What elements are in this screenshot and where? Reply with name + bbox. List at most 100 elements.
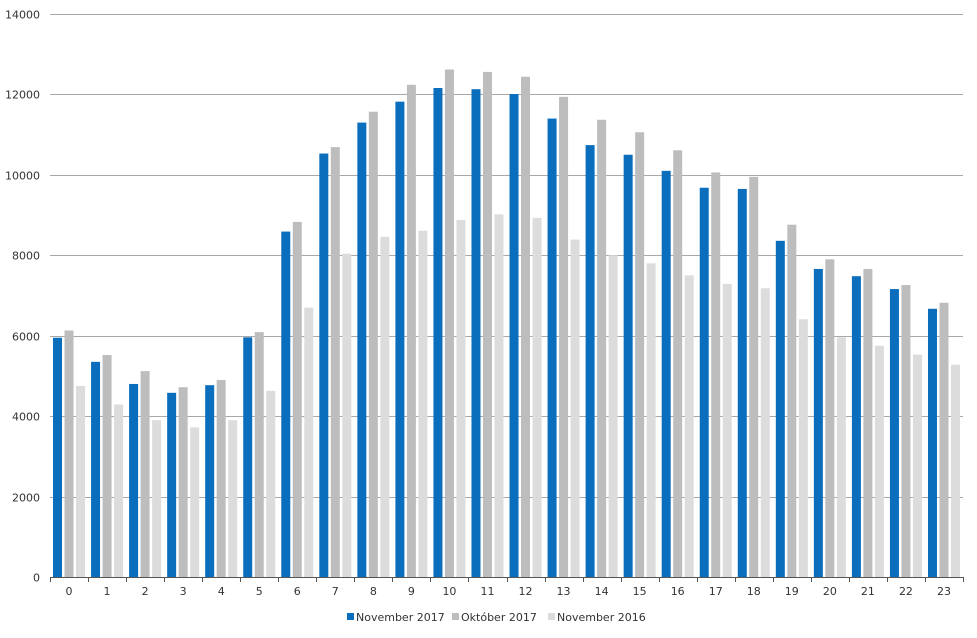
bar-október-2017-hour-12[interactable] bbox=[521, 76, 531, 577]
bar-október-2017-hour-20[interactable] bbox=[825, 259, 835, 577]
x-tick-label: 15 bbox=[633, 585, 647, 598]
legend-label: November 2017 bbox=[356, 611, 445, 624]
bar-október-2017-hour-2[interactable] bbox=[140, 371, 150, 577]
y-tick-label: 12000 bbox=[5, 89, 40, 102]
bar-november-2016-hour-1[interactable] bbox=[114, 404, 124, 577]
bar-november-2017-hour-19[interactable] bbox=[775, 240, 785, 577]
bar-november-2017-hour-6[interactable] bbox=[281, 231, 291, 577]
bar-november-2017-hour-0[interactable] bbox=[53, 337, 63, 577]
bar-november-2017-hour-16[interactable] bbox=[661, 170, 671, 577]
bar-október-2017-hour-18[interactable] bbox=[749, 176, 759, 577]
bar-november-2017-hour-1[interactable] bbox=[91, 361, 101, 577]
bar-október-2017-hour-6[interactable] bbox=[292, 221, 302, 577]
bar-november-2016-hour-14[interactable] bbox=[608, 255, 618, 578]
legend[interactable]: November 2017 Október 2017 November 2016 bbox=[347, 611, 646, 624]
bar-november-2016-hour-7[interactable] bbox=[342, 253, 352, 577]
y-tick-label: 2000 bbox=[12, 492, 40, 505]
bar-november-2016-hour-22[interactable] bbox=[912, 354, 922, 577]
bar-november-2016-hour-9[interactable] bbox=[418, 230, 428, 577]
bar-november-2016-hour-6[interactable] bbox=[304, 307, 314, 577]
bar-november-2017-hour-20[interactable] bbox=[813, 268, 823, 577]
bar-november-2017-hour-17[interactable] bbox=[699, 187, 709, 578]
bar-október-2017-hour-5[interactable] bbox=[254, 332, 264, 577]
bar-október-2017-hour-0[interactable] bbox=[64, 330, 74, 577]
bar-október-2017-hour-17[interactable] bbox=[711, 172, 721, 577]
bar-október-2017-hour-22[interactable] bbox=[901, 285, 911, 577]
x-tick-label: 11 bbox=[480, 585, 494, 598]
bar-november-2016-hour-18[interactable] bbox=[760, 288, 770, 577]
bar-október-2017-hour-4[interactable] bbox=[216, 379, 226, 577]
bar-október-2017-hour-21[interactable] bbox=[863, 268, 873, 577]
legend-item-november-2016[interactable]: November 2016 bbox=[548, 611, 646, 624]
x-tick-label: 2 bbox=[142, 585, 149, 598]
bar-október-2017-hour-3[interactable] bbox=[178, 387, 188, 577]
x-tick-label: 19 bbox=[785, 585, 799, 598]
x-tick-label: 17 bbox=[709, 585, 723, 598]
bar-november-2017-hour-15[interactable] bbox=[623, 154, 633, 577]
bar-november-2016-hour-3[interactable] bbox=[190, 427, 200, 577]
bar-november-2017-hour-7[interactable] bbox=[319, 153, 329, 578]
legend-swatch bbox=[347, 613, 354, 620]
bar-november-2017-hour-10[interactable] bbox=[433, 87, 443, 578]
gridlines bbox=[50, 14, 963, 498]
bar-november-2016-hour-2[interactable] bbox=[152, 420, 162, 577]
bar-november-2017-hour-21[interactable] bbox=[851, 276, 861, 577]
x-tick-label: 3 bbox=[180, 585, 187, 598]
bar-november-2016-hour-12[interactable] bbox=[532, 217, 542, 577]
x-tick-label: 4 bbox=[218, 585, 225, 598]
bar-október-2017-hour-23[interactable] bbox=[939, 302, 949, 577]
bar-november-2016-hour-4[interactable] bbox=[228, 420, 238, 577]
bar-november-2017-hour-11[interactable] bbox=[471, 89, 481, 577]
y-tick-label: 10000 bbox=[5, 170, 40, 183]
bar-október-2017-hour-13[interactable] bbox=[559, 96, 569, 577]
bar-november-2017-hour-13[interactable] bbox=[547, 118, 557, 577]
bar-november-2016-hour-16[interactable] bbox=[684, 275, 694, 577]
bar-november-2016-hour-11[interactable] bbox=[494, 214, 504, 577]
bar-október-2017-hour-7[interactable] bbox=[330, 147, 340, 578]
bar-november-2016-hour-13[interactable] bbox=[570, 239, 580, 577]
bar-november-2016-hour-20[interactable] bbox=[836, 337, 846, 577]
bar-november-2016-hour-10[interactable] bbox=[456, 219, 466, 577]
bar-október-2017-hour-16[interactable] bbox=[673, 150, 683, 577]
legend-swatch bbox=[548, 613, 555, 620]
bar-október-2017-hour-14[interactable] bbox=[597, 119, 607, 577]
legend-swatch bbox=[452, 613, 459, 620]
x-tick-label: 13 bbox=[557, 585, 571, 598]
bar-október-2017-hour-10[interactable] bbox=[444, 69, 454, 578]
bar-november-2017-hour-8[interactable] bbox=[357, 122, 367, 577]
legend-label: November 2016 bbox=[557, 611, 646, 624]
bar-november-2017-hour-3[interactable] bbox=[167, 392, 177, 577]
legend-item-október-2017[interactable]: Október 2017 bbox=[452, 611, 537, 624]
bar-november-2017-hour-5[interactable] bbox=[243, 337, 253, 577]
x-tick-label: 0 bbox=[66, 585, 73, 598]
bar-november-2016-hour-0[interactable] bbox=[76, 385, 86, 577]
bar-november-2016-hour-19[interactable] bbox=[798, 319, 808, 577]
x-tick-label: 18 bbox=[747, 585, 761, 598]
bar-november-2017-hour-14[interactable] bbox=[585, 145, 595, 577]
legend-label: Október 2017 bbox=[461, 611, 537, 624]
x-tick-label: 14 bbox=[595, 585, 609, 598]
bar-november-2017-hour-9[interactable] bbox=[395, 101, 405, 578]
bar-november-2017-hour-12[interactable] bbox=[509, 94, 519, 577]
bar-október-2017-hour-19[interactable] bbox=[787, 224, 797, 577]
bar-november-2017-hour-2[interactable] bbox=[129, 383, 139, 577]
bar-november-2016-hour-17[interactable] bbox=[722, 283, 732, 577]
bar-november-2016-hour-21[interactable] bbox=[874, 345, 884, 577]
bar-november-2017-hour-23[interactable] bbox=[927, 308, 937, 577]
bar-november-2017-hour-22[interactable] bbox=[889, 289, 899, 577]
bar-november-2017-hour-18[interactable] bbox=[737, 188, 747, 577]
bar-november-2016-hour-23[interactable] bbox=[950, 364, 960, 577]
bar-október-2017-hour-9[interactable] bbox=[406, 84, 416, 577]
bar-november-2016-hour-15[interactable] bbox=[646, 263, 656, 577]
y-tick-label: 8000 bbox=[12, 250, 40, 263]
bar-október-2017-hour-8[interactable] bbox=[368, 111, 378, 577]
bar-november-2016-hour-5[interactable] bbox=[266, 390, 276, 577]
bar-október-2017-hour-1[interactable] bbox=[102, 355, 112, 577]
bar-október-2017-hour-11[interactable] bbox=[482, 71, 492, 577]
legend-item-november-2017[interactable]: November 2017 bbox=[347, 611, 445, 624]
bar-október-2017-hour-15[interactable] bbox=[635, 132, 645, 578]
bar-november-2016-hour-8[interactable] bbox=[380, 236, 390, 578]
bar-november-2017-hour-4[interactable] bbox=[205, 385, 215, 577]
